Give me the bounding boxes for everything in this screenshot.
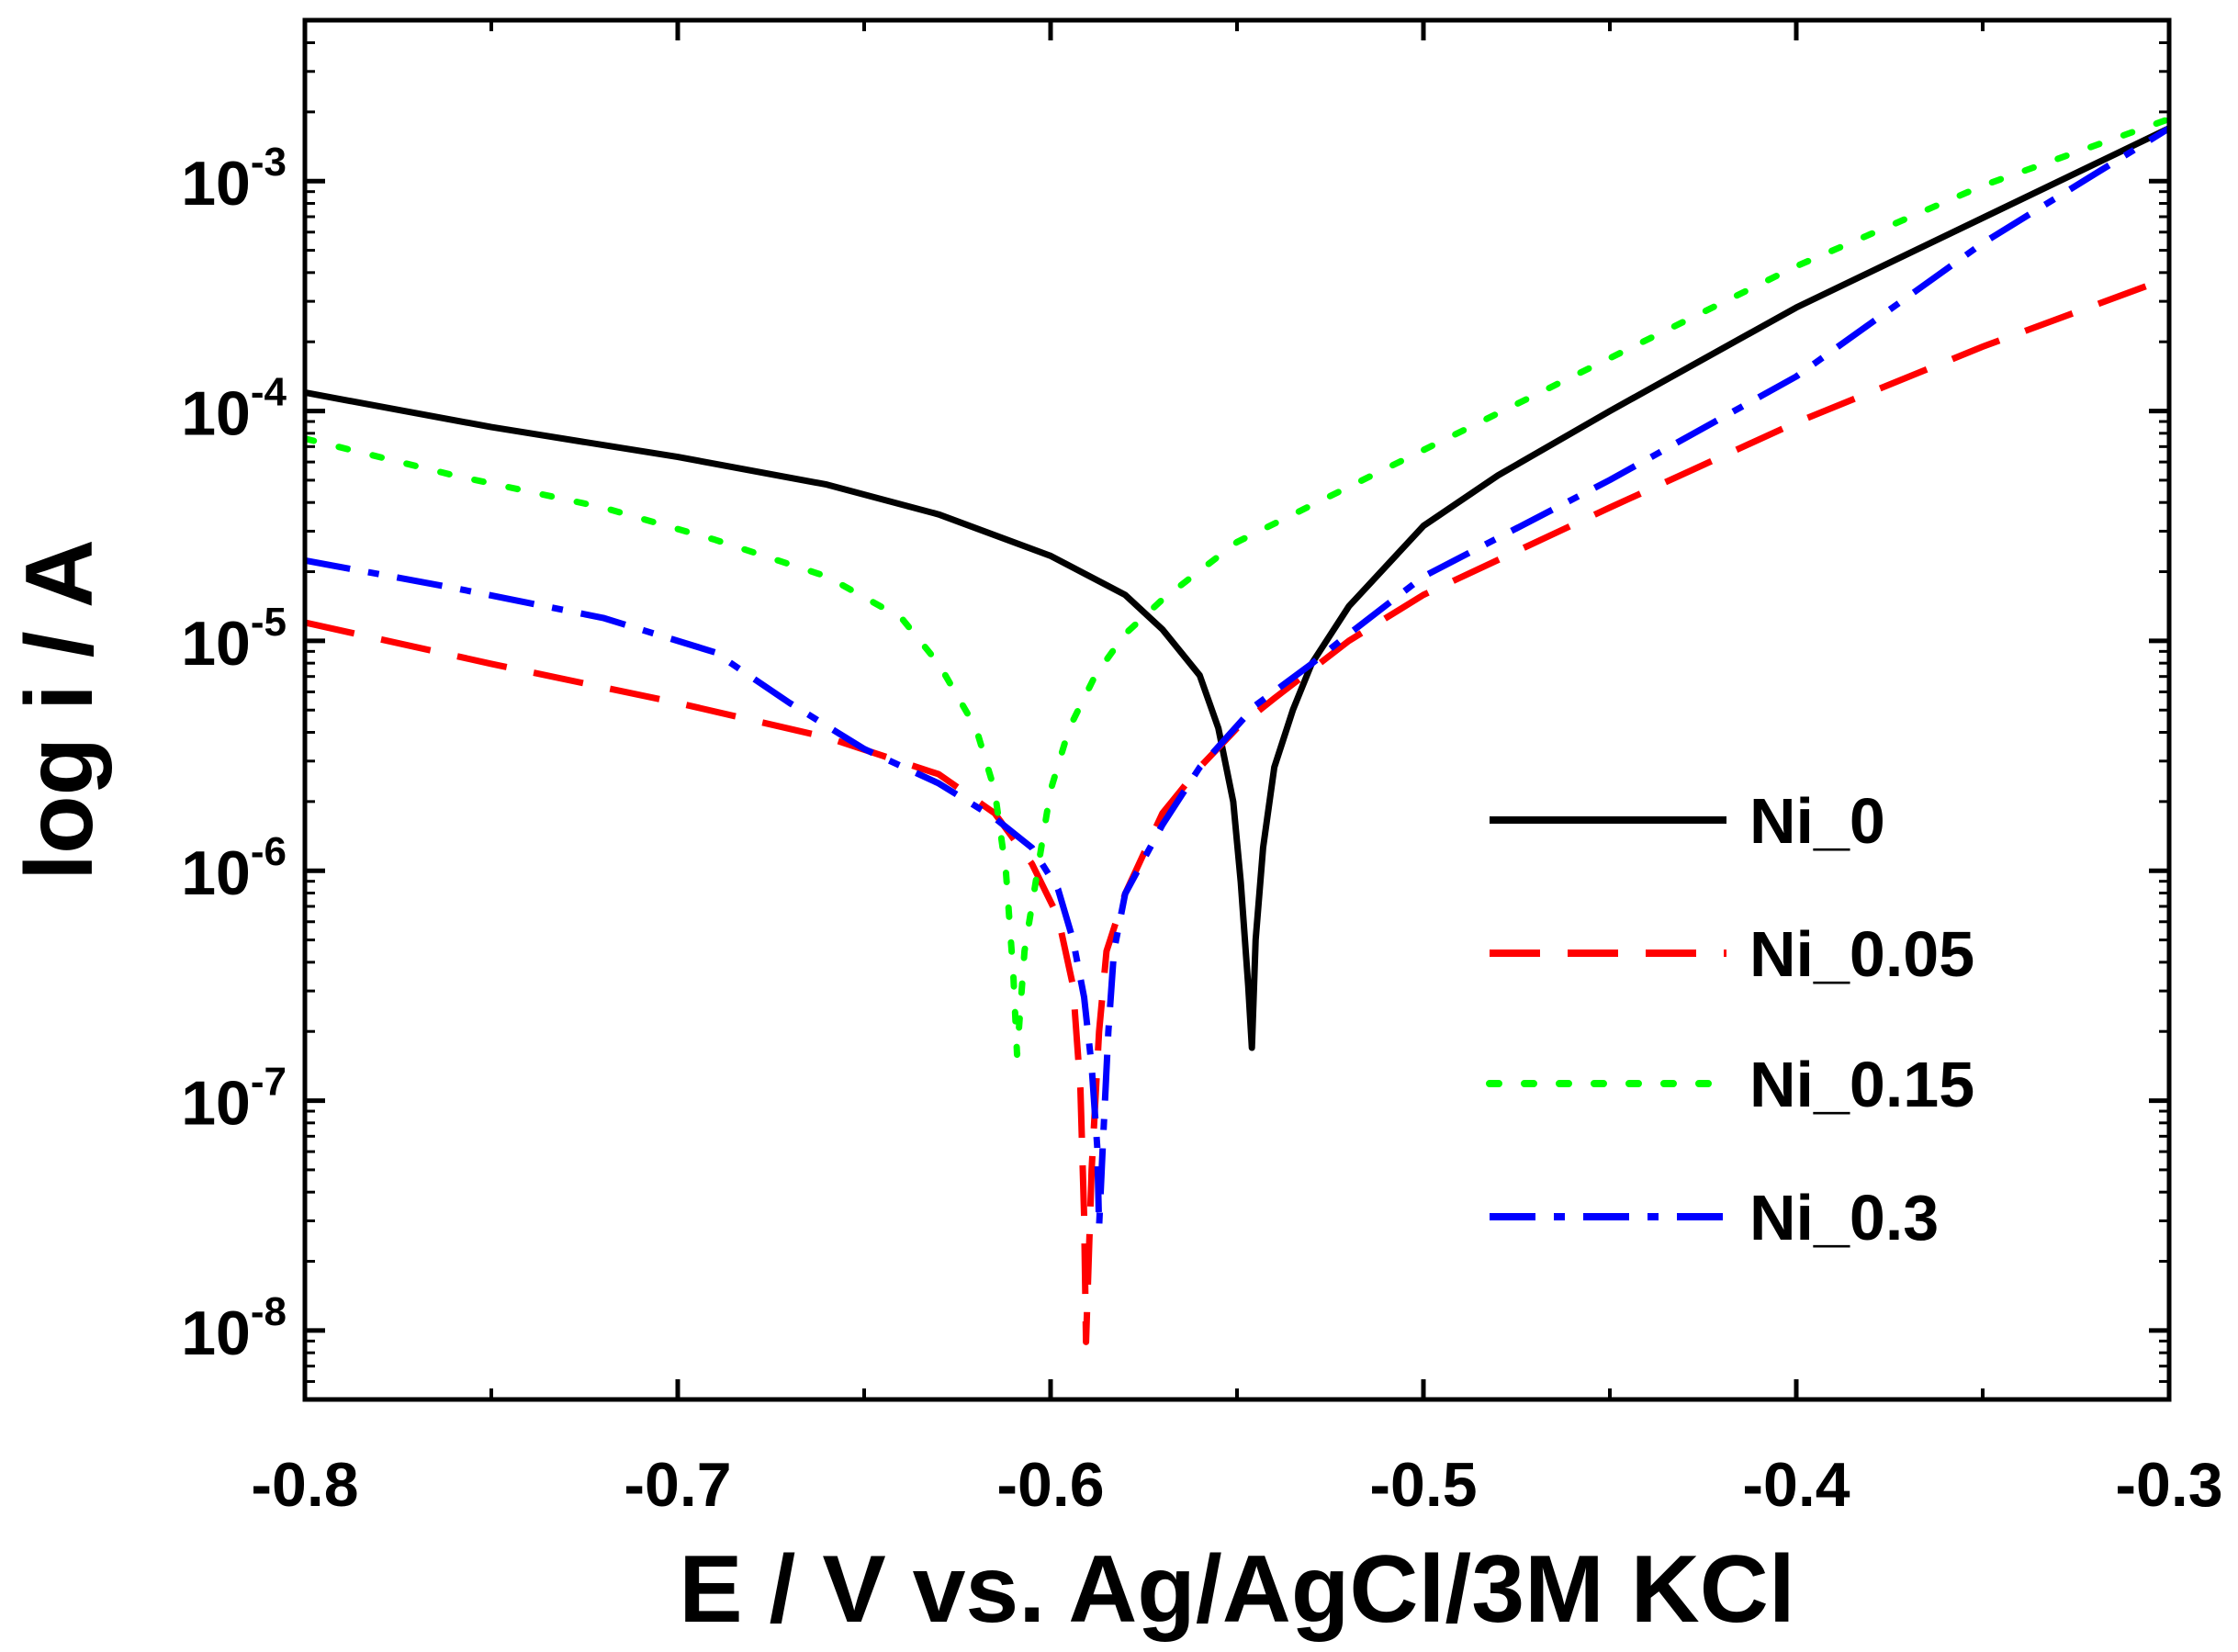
- legend-label-1: Ni_0.05: [1749, 918, 1974, 990]
- x-axis: -0.8 -0.7 -0.6 -0.5 -0.4 -0.3: [251, 20, 2223, 1520]
- series-line-2: [305, 116, 2169, 1058]
- y-axis: 10-8 10-7 10-6 10-5 10-4 10-3: [181, 18, 2169, 1383]
- y-tick-label: 10-8: [181, 1289, 287, 1368]
- y-tick-label: 10-3: [181, 140, 287, 219]
- y-axis-title: log i / A: [6, 539, 113, 881]
- legend: Ni_0 Ni_0.05 Ni_0.15 Ni_0.3: [1486, 785, 1974, 1253]
- x-tick-label: -0.5: [1369, 1450, 1477, 1520]
- x-tick-label: -0.4: [1742, 1450, 1850, 1520]
- series-line-3: [305, 125, 2169, 1231]
- legend-label-3: Ni_0.3: [1749, 1182, 1939, 1253]
- x-tick-label: -0.7: [624, 1450, 731, 1520]
- series-line-0: [305, 125, 2169, 1051]
- legend-label-2: Ni_0.15: [1749, 1049, 1974, 1120]
- y-tick-label: 10-4: [181, 370, 287, 449]
- y-tick-label: 10-6: [181, 829, 287, 908]
- x-axis-title: E / V vs. Ag/AgCl/3M KCl: [679, 1536, 1794, 1643]
- x-tick-label: -0.8: [251, 1450, 358, 1520]
- legend-label-0: Ni_0: [1749, 785, 1885, 857]
- x-tick-label: -0.3: [2115, 1450, 2222, 1520]
- y-tick-label: 10-5: [181, 600, 287, 679]
- series-layer: [305, 116, 2169, 1345]
- x-tick-label: -0.6: [996, 1450, 1104, 1520]
- y-tick-label: 10-7: [181, 1060, 287, 1139]
